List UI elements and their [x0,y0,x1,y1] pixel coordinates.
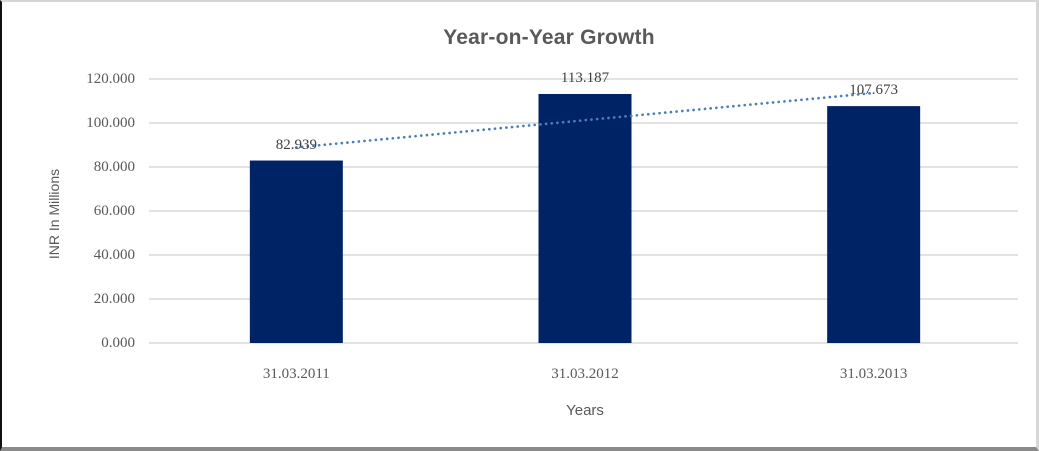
x-tick-label-31.03.2013: 31.03.2013 [839,366,908,382]
y-tick-label-0.000: 0.000 [101,335,135,351]
y-tick-label-100.000: 100.000 [86,115,135,131]
data-label-113.187: 113.187 [560,69,610,86]
data-label-82.939: 82.939 [275,136,317,153]
trendline [294,91,876,149]
bar-31.03.2012 [538,93,632,343]
y-tick-label-120.000: 120.000 [86,71,135,87]
x-tick-label-31.03.2012: 31.03.2012 [551,366,619,382]
bar-31.03.2011 [249,160,343,343]
y-tick-label-80.000: 80.000 [93,159,135,175]
x-axis-title: Years [566,402,604,419]
y-tick-label-40.000: 40.000 [93,247,135,263]
x-tick-label-31.03.2011: 31.03.2011 [262,366,330,382]
chart-title: Year-on-Year Growth [443,26,655,49]
y-axis-title: INR In Millions [46,168,62,260]
y-tick-label-20.000: 20.000 [93,291,135,307]
y-tick-label-60.000: 60.000 [93,203,135,219]
data-label-107.673: 107.673 [849,82,899,99]
bar-31.03.2013 [827,106,921,343]
